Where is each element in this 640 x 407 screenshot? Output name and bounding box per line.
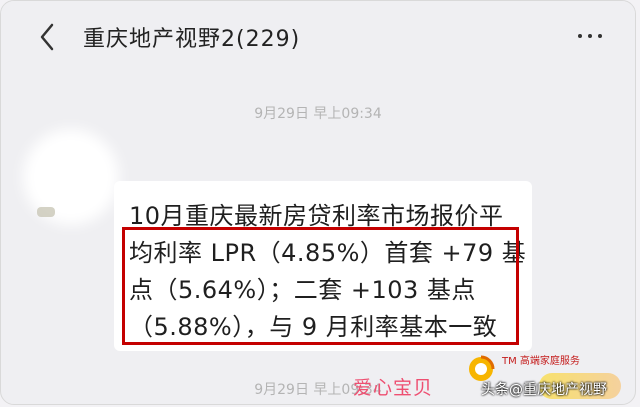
more-dots-icon	[578, 34, 582, 38]
chevron-left-icon	[40, 23, 54, 51]
message-text-line: 10月重庆最新房贷利率市场报价平	[129, 202, 504, 230]
chat-header: 重庆地产视野2(229)	[1, 1, 635, 73]
watermark-source-text: 头条@重庆地产视野	[481, 382, 607, 398]
more-dot	[598, 34, 602, 38]
message-timestamp: 9月29日 早上09:34	[254, 106, 382, 122]
message-text-line: （5.88%），与 9 月利率基本一致	[129, 313, 498, 341]
more-options-button[interactable]	[573, 29, 607, 43]
watermark-logo-icon	[469, 355, 495, 381]
message-timestamp: 9月29日 早上09:34	[254, 382, 382, 398]
back-button[interactable]	[31, 21, 63, 53]
message-bubble[interactable]	[114, 181, 532, 351]
avatar-badge	[37, 207, 55, 217]
message-text-line: 均利率 LPR（4.85%）首套 +79 基	[129, 239, 527, 267]
watermark-tm-text: TM 高端家庭服务	[502, 356, 580, 367]
watermark-sticker-text: 爱心宝贝	[353, 377, 434, 399]
watermark-swirl	[539, 373, 621, 399]
chat-title: 重庆地产视野2(229)	[83, 27, 301, 52]
message-text-line: 点（5.64%）；二套 +103 基点	[129, 276, 476, 304]
highlight-box	[122, 227, 519, 345]
more-dot	[588, 34, 592, 38]
